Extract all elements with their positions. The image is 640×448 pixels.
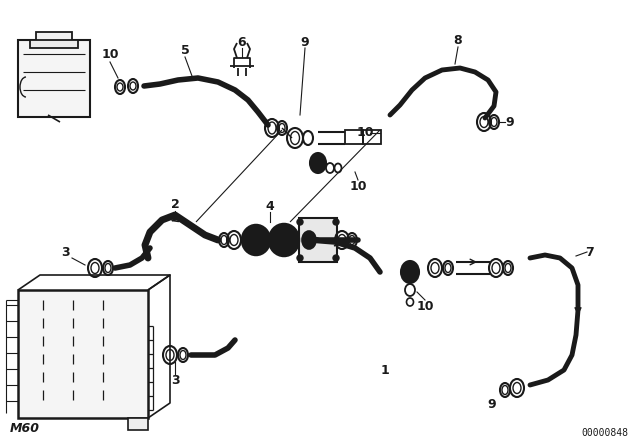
Text: 3: 3 — [171, 374, 179, 387]
Text: 9: 9 — [301, 35, 309, 48]
Bar — [345, 130, 363, 144]
Bar — [18, 290, 148, 418]
Bar — [30, 40, 78, 48]
Ellipse shape — [242, 225, 270, 255]
Text: 7: 7 — [586, 246, 595, 258]
Text: 10: 10 — [349, 180, 367, 193]
Circle shape — [297, 255, 303, 261]
Text: 4: 4 — [266, 201, 275, 214]
Bar — [363, 130, 381, 144]
Bar — [128, 418, 148, 430]
Bar — [36, 32, 72, 44]
Ellipse shape — [274, 229, 294, 251]
Text: 10: 10 — [356, 126, 374, 139]
Ellipse shape — [401, 261, 419, 283]
Text: 3: 3 — [61, 246, 69, 259]
Text: 00000848: 00000848 — [581, 428, 628, 438]
Ellipse shape — [251, 234, 261, 246]
Bar — [299, 218, 337, 262]
Text: 2: 2 — [171, 198, 179, 211]
Ellipse shape — [279, 234, 289, 246]
Ellipse shape — [302, 231, 316, 249]
Circle shape — [333, 255, 339, 261]
Circle shape — [333, 219, 339, 225]
Text: 1: 1 — [381, 363, 389, 376]
Text: 10: 10 — [101, 48, 119, 61]
Ellipse shape — [310, 153, 326, 173]
Text: 5: 5 — [180, 43, 189, 56]
Text: 8: 8 — [454, 34, 462, 47]
Ellipse shape — [305, 235, 313, 245]
Circle shape — [297, 219, 303, 225]
Text: 9: 9 — [488, 399, 496, 412]
Text: 6: 6 — [237, 35, 246, 48]
Text: 10: 10 — [416, 300, 434, 313]
Text: M60: M60 — [10, 422, 40, 435]
Ellipse shape — [269, 224, 299, 256]
Ellipse shape — [247, 230, 265, 250]
Text: 9: 9 — [506, 116, 515, 129]
Bar — [18, 40, 90, 117]
